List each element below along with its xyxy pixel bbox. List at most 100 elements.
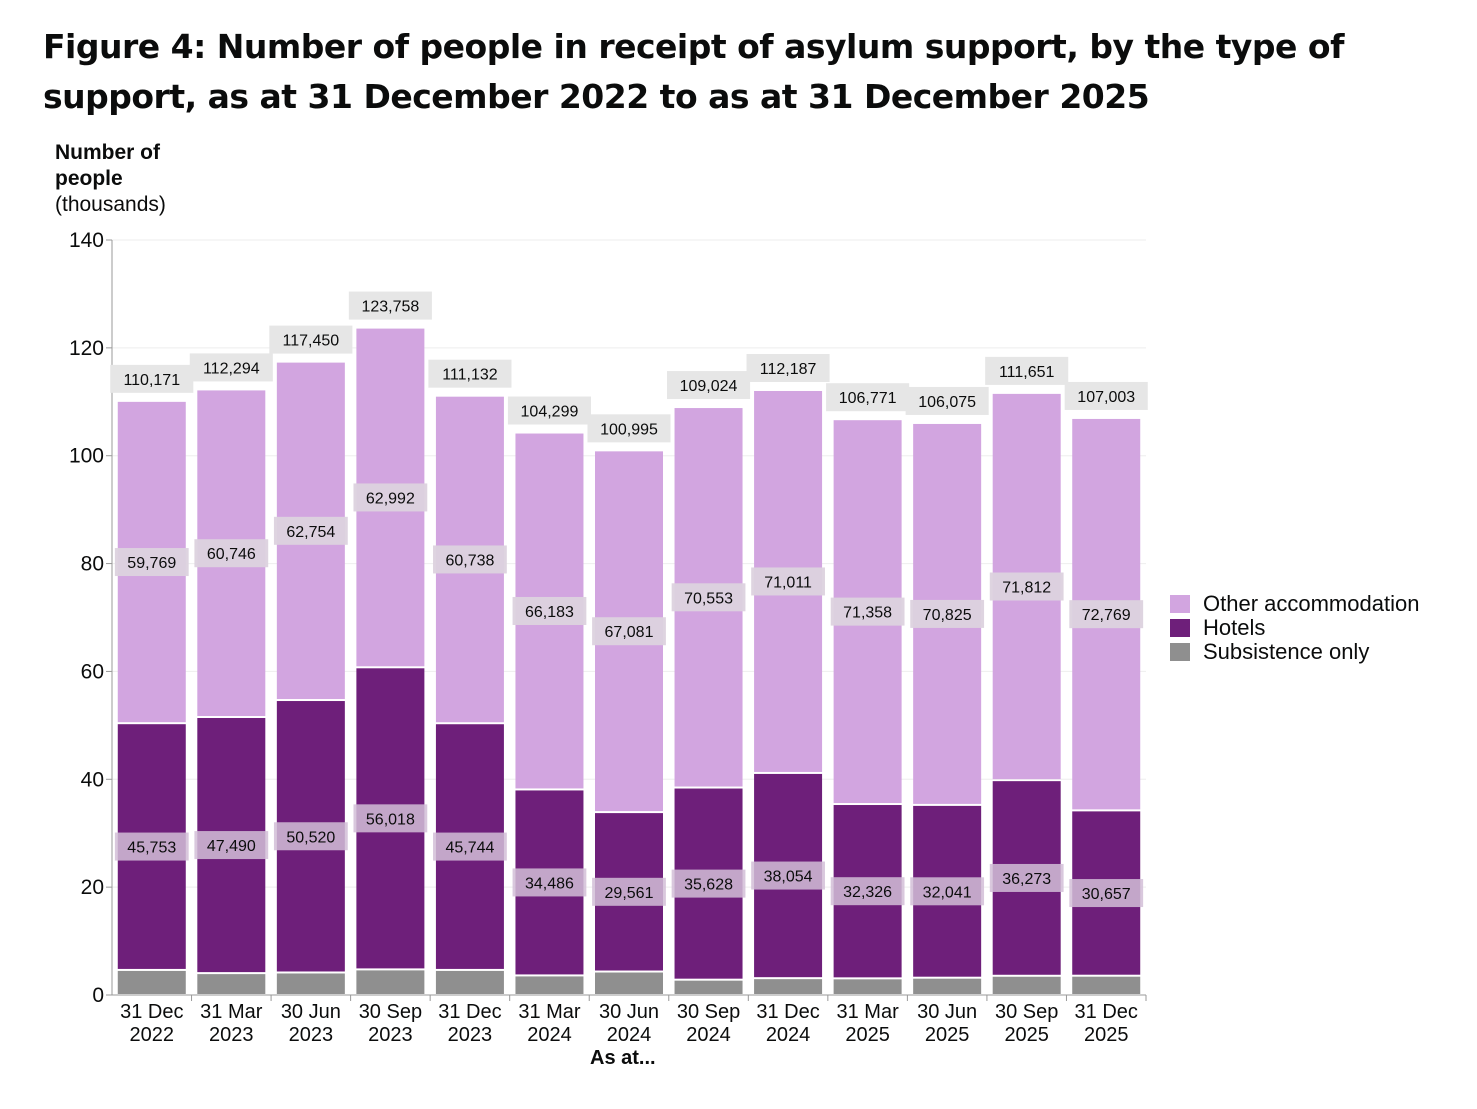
total-data-label: 111,651 xyxy=(999,364,1055,381)
bar-segment-subsistence-only xyxy=(117,970,186,994)
total-data-label-bg xyxy=(985,356,1069,385)
hotels-data-label-bg xyxy=(1069,879,1144,908)
total-data-label: 106,075 xyxy=(918,394,976,411)
x-tick-label-year: 2024 xyxy=(686,1024,731,1046)
total-data-label-bg xyxy=(428,359,512,388)
total-data-label-bg xyxy=(348,291,432,320)
bar-segment-subsistence-only xyxy=(992,976,1061,994)
x-tick-label: 30 Jun xyxy=(917,1001,977,1023)
other-data-label-bg xyxy=(989,572,1064,601)
other-data-label: 62,992 xyxy=(366,490,415,507)
y-tick-label: 0 xyxy=(92,984,104,1007)
other-data-label: 71,812 xyxy=(1002,580,1051,597)
x-tick-label: 31 Dec xyxy=(120,1001,183,1023)
x-tick-label: 31 Dec xyxy=(1075,1001,1138,1023)
hotels-data-label: 38,054 xyxy=(764,869,813,886)
total-data-label-bg xyxy=(666,371,751,400)
hotels-data-label-bg xyxy=(353,804,428,833)
other-data-label: 70,825 xyxy=(923,607,972,624)
x-tick-label-year: 2022 xyxy=(130,1024,175,1046)
hotels-data-label: 34,486 xyxy=(525,875,574,892)
y-tick-label: 40 xyxy=(81,768,104,791)
bar-segment-subsistence-only xyxy=(754,979,823,994)
other-data-label-bg xyxy=(830,597,905,626)
bar-segment-subsistence-only xyxy=(674,980,743,994)
x-tick-label-year: 2023 xyxy=(448,1024,493,1046)
hotels-data-label: 35,628 xyxy=(684,877,733,894)
hotels-data-label-bg xyxy=(194,831,269,860)
hotels-data-label-bg xyxy=(910,877,985,906)
y-axis-units: (thousands) xyxy=(55,193,166,216)
bar-segment-subsistence-only xyxy=(1072,976,1141,994)
hotels-data-label-bg xyxy=(273,822,348,851)
bar-segment-subsistence-only xyxy=(913,978,982,994)
y-tick-label: 100 xyxy=(69,445,104,468)
hotels-data-label-bg xyxy=(830,877,905,906)
other-data-label-bg xyxy=(671,583,746,612)
x-axis-title: As at... xyxy=(590,1047,656,1069)
x-tick-label-year: 2024 xyxy=(766,1024,811,1046)
legend-item-other: Other accommodation xyxy=(1170,592,1419,616)
total-data-label-bg xyxy=(507,396,592,425)
y-axis-label-line1: Number of xyxy=(55,141,160,164)
hotels-data-label: 29,561 xyxy=(605,885,654,902)
other-data-label: 62,754 xyxy=(286,524,335,541)
hotels-data-label: 32,326 xyxy=(843,884,892,901)
other-data-label-bg xyxy=(194,539,269,568)
total-data-label: 107,003 xyxy=(1077,389,1135,406)
bar-segment-subsistence-only xyxy=(435,970,504,994)
x-tick-label-year: 2023 xyxy=(209,1024,254,1046)
bar-segment-subsistence-only xyxy=(356,970,425,994)
total-data-label: 110,171 xyxy=(123,372,180,389)
chart-title: Figure 4: Number of people in receipt of… xyxy=(43,27,1344,116)
total-data-label-bg xyxy=(269,325,353,354)
other-data-label: 60,746 xyxy=(207,546,256,563)
x-tick-label: 31 Dec xyxy=(438,1001,501,1023)
other-data-label-bg xyxy=(751,567,825,596)
other-data-label-bg xyxy=(910,599,985,628)
hotels-data-label-bg xyxy=(114,832,189,861)
total-data-label: 100,995 xyxy=(600,421,658,438)
other-data-label-bg xyxy=(512,596,587,625)
other-data-label: 70,553 xyxy=(684,590,733,607)
hotels-data-label-bg xyxy=(751,861,825,890)
legend-label-other: Other accommodation xyxy=(1203,591,1420,616)
total-data-label-bg xyxy=(110,364,194,393)
legend: Other accommodation Hotels Subsistence o… xyxy=(1170,592,1419,664)
other-data-label: 59,769 xyxy=(127,555,176,572)
y-tick-label: 140 xyxy=(69,229,104,252)
x-tick-label-year: 2023 xyxy=(289,1024,334,1046)
x-tick-label-year: 2025 xyxy=(1004,1024,1049,1046)
total-data-label: 112,294 xyxy=(203,360,260,377)
total-data-label: 111,132 xyxy=(442,367,498,384)
total-data-label-bg xyxy=(587,414,671,443)
bar-segment-subsistence-only xyxy=(833,979,902,994)
other-data-label-bg xyxy=(1069,600,1144,629)
other-data-label: 66,183 xyxy=(525,604,574,621)
x-tick-label: 31 Dec xyxy=(756,1001,819,1023)
other-data-label: 71,011 xyxy=(764,574,812,591)
y-tick-label: 20 xyxy=(81,876,104,899)
other-data-label-bg xyxy=(114,548,189,577)
x-tick-label-year: 2025 xyxy=(925,1024,970,1046)
other-data-label: 67,081 xyxy=(605,624,654,641)
other-data-label-bg xyxy=(273,516,348,545)
legend-label-hotels: Hotels xyxy=(1203,615,1266,640)
x-tick-label: 30 Jun xyxy=(599,1001,659,1023)
x-tick-label-year: 2023 xyxy=(368,1024,413,1046)
x-tick-label: 30 Sep xyxy=(677,1001,740,1023)
hotels-data-label: 45,744 xyxy=(445,840,494,857)
x-tick-label: 30 Sep xyxy=(359,1001,422,1023)
y-tick-label: 60 xyxy=(81,660,104,683)
x-tick-label: 30 Jun xyxy=(281,1001,341,1023)
total-data-label: 123,758 xyxy=(361,299,419,316)
x-tick-label: 30 Sep xyxy=(995,1001,1058,1023)
x-tick-label-year: 2025 xyxy=(845,1024,890,1046)
total-data-label: 112,187 xyxy=(760,361,817,378)
bar-segment-subsistence-only xyxy=(515,976,584,994)
hotels-data-label: 36,273 xyxy=(1002,871,1051,888)
legend-swatch-hotels xyxy=(1170,619,1190,637)
hotels-data-label: 30,657 xyxy=(1082,886,1131,903)
y-tick-label: 120 xyxy=(69,337,104,360)
